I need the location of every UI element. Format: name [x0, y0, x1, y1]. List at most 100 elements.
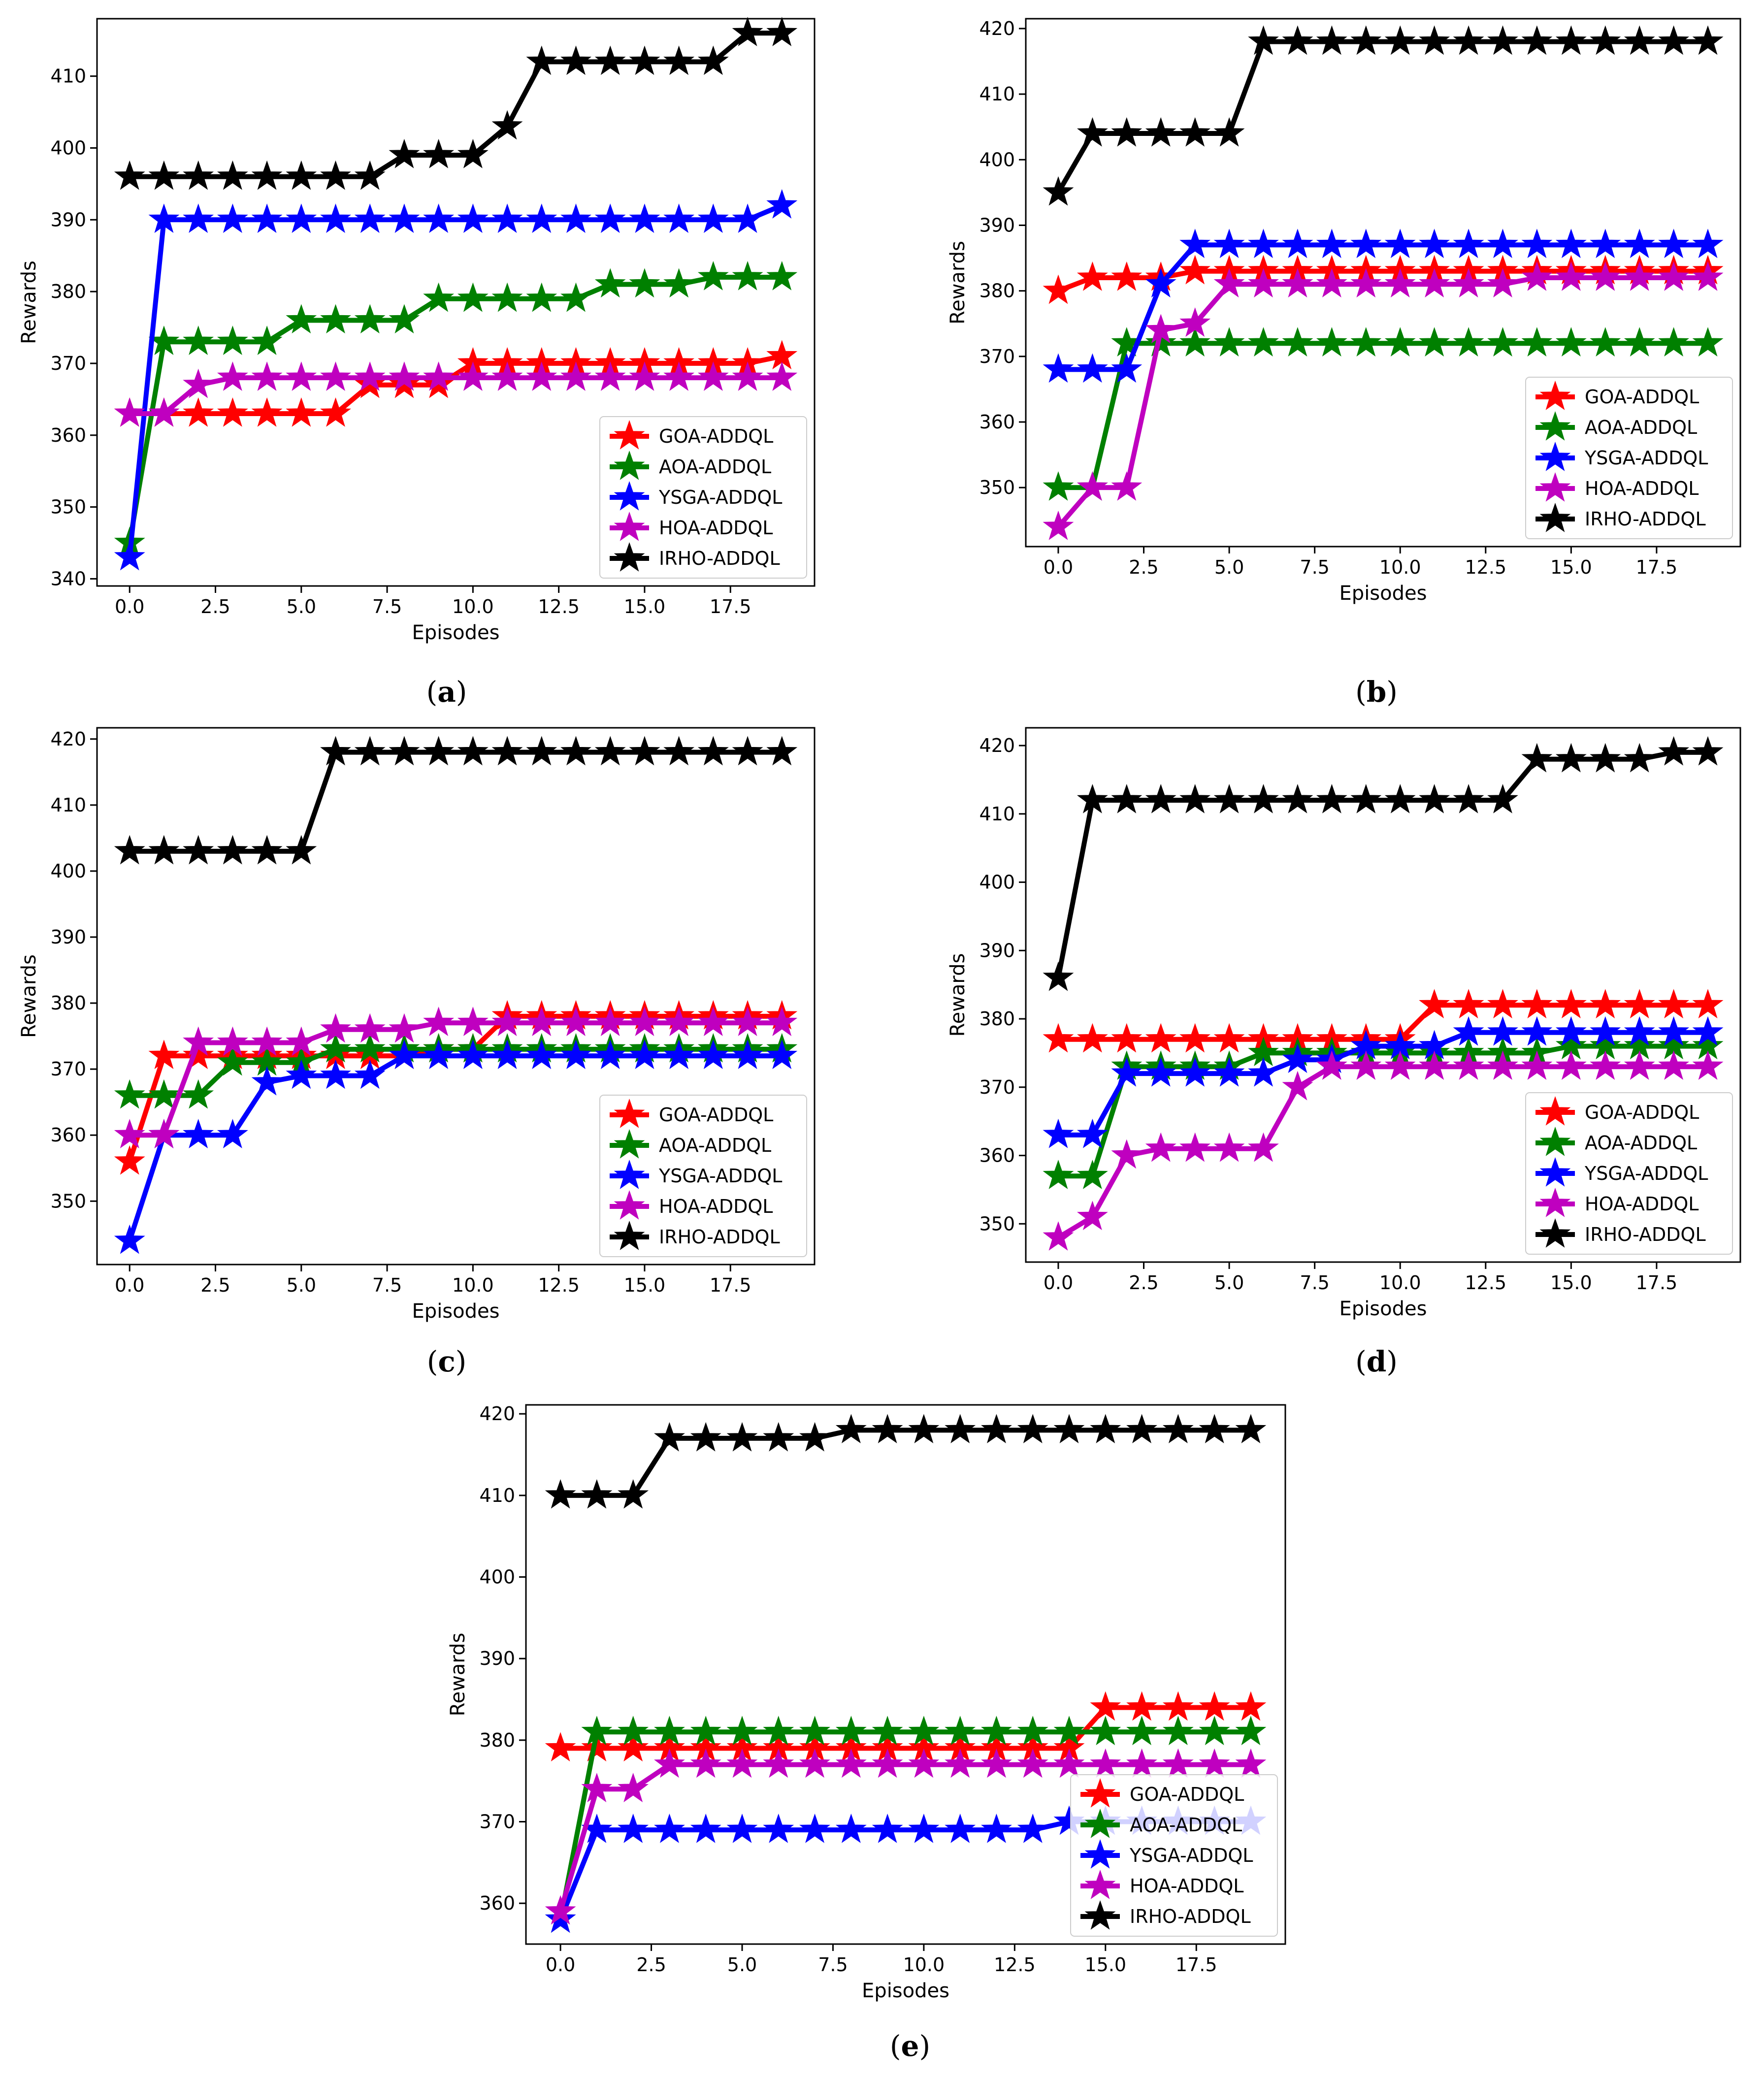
- series-irho-addql: [114, 736, 798, 865]
- data-point-marker: [423, 139, 455, 168]
- data-point-marker: [835, 1814, 867, 1843]
- x-tick-label: 2.5: [200, 1274, 230, 1296]
- data-point-marker: [1350, 784, 1382, 813]
- data-point-marker: [1090, 1691, 1121, 1721]
- data-point-marker: [1350, 327, 1382, 357]
- data-point-marker: [1555, 327, 1587, 357]
- panel-caption: (b): [1355, 675, 1398, 709]
- data-point-marker: [423, 203, 455, 233]
- data-point-marker: [1624, 743, 1655, 773]
- data-point-marker: [1555, 261, 1587, 291]
- data-point-marker: [1248, 268, 1279, 298]
- data-point-marker: [526, 203, 557, 233]
- data-point-marker: [1350, 268, 1382, 298]
- data-point-marker: [763, 1748, 794, 1778]
- y-tick-label: 360: [979, 1145, 1015, 1167]
- data-point-marker: [1555, 743, 1587, 773]
- data-point-marker: [763, 1422, 794, 1452]
- data-point-marker: [1235, 1691, 1267, 1721]
- data-point-marker: [1053, 1716, 1085, 1746]
- x-tick-label: 2.5: [1129, 1272, 1158, 1294]
- data-point-marker: [545, 1479, 576, 1509]
- data-point-marker: [726, 1748, 758, 1778]
- data-point-marker: [1521, 261, 1553, 291]
- data-point-marker: [1521, 743, 1553, 773]
- x-tick-label: 7.5: [818, 1954, 848, 1976]
- data-point-marker: [217, 325, 248, 355]
- x-tick-label: 17.5: [1636, 1272, 1678, 1294]
- data-point-marker: [1213, 1057, 1245, 1087]
- y-axis-label: Rewards: [447, 1633, 469, 1717]
- data-point-marker: [1213, 268, 1245, 298]
- data-point-marker: [1521, 1016, 1553, 1046]
- data-point-marker: [1350, 25, 1382, 55]
- legend-marker: [614, 420, 645, 450]
- data-point-marker: [732, 1007, 763, 1037]
- panel-caption: (a): [426, 675, 467, 709]
- data-point-marker: [690, 1748, 721, 1778]
- data-point-marker: [389, 203, 420, 233]
- data-point-marker: [981, 1716, 1012, 1746]
- data-point-marker: [1624, 228, 1655, 259]
- data-point-marker: [1453, 228, 1484, 259]
- data-point-marker: [1126, 1414, 1157, 1444]
- data-point-marker: [1145, 1132, 1176, 1162]
- data-point-marker: [629, 45, 660, 75]
- data-point-marker: [1077, 471, 1108, 501]
- data-point-marker: [1658, 1050, 1690, 1080]
- data-point-marker: [697, 1007, 729, 1037]
- data-point-marker: [1419, 1050, 1450, 1080]
- data-point-marker: [1090, 1716, 1121, 1746]
- x-axis-label: Episodes: [412, 1300, 500, 1323]
- data-point-marker: [320, 361, 351, 391]
- x-tick-label: 15.0: [1550, 1272, 1592, 1294]
- data-point-marker: [491, 110, 523, 140]
- data-point-marker: [1453, 989, 1484, 1019]
- data-point-marker: [1590, 1016, 1621, 1046]
- data-point-marker: [1145, 1023, 1176, 1053]
- data-point-marker: [1692, 228, 1724, 259]
- data-point-marker: [1282, 1043, 1313, 1073]
- data-point-marker: [1350, 1050, 1382, 1080]
- data-point-marker: [654, 1716, 685, 1746]
- x-tick-label: 7.5: [372, 596, 402, 617]
- legend-label: YSGA-ADDQL: [658, 487, 782, 508]
- legend: GOA-ADDQL AOA-ADDQL YSGA-ADDQL HOA-ADDQL IRH…: [599, 1095, 807, 1257]
- data-point-marker: [1590, 743, 1621, 773]
- x-tick-label: 5.0: [1214, 556, 1244, 578]
- data-point-marker: [457, 203, 489, 233]
- data-point-marker: [945, 1414, 976, 1444]
- data-point-marker: [629, 1040, 660, 1070]
- data-point-marker: [1145, 268, 1176, 298]
- legend-marker: [1084, 1778, 1116, 1808]
- y-tick-label: 410: [979, 83, 1015, 105]
- data-point-marker: [872, 1748, 903, 1778]
- data-point-marker: [726, 1716, 758, 1746]
- data-point-marker: [114, 1145, 145, 1175]
- data-point-marker: [114, 160, 145, 190]
- data-point-marker: [1316, 25, 1347, 55]
- data-point-marker: [491, 282, 523, 312]
- data-point-marker: [1179, 784, 1211, 813]
- data-point-marker: [763, 1716, 794, 1746]
- data-point-marker: [1453, 25, 1484, 55]
- data-point-marker: [1043, 1118, 1074, 1148]
- legend-marker: [1084, 1808, 1116, 1838]
- data-point-marker: [835, 1748, 867, 1778]
- data-point-marker: [1017, 1748, 1048, 1778]
- data-point-marker: [799, 1716, 830, 1746]
- data-point-marker: [1162, 1716, 1194, 1746]
- x-tick-label: 2.5: [1129, 556, 1158, 578]
- data-point-marker: [423, 282, 455, 312]
- data-point-marker: [560, 1007, 591, 1037]
- data-point-marker: [286, 835, 317, 865]
- data-point-marker: [251, 203, 283, 233]
- data-point-marker: [1521, 327, 1553, 357]
- data-point-marker: [320, 203, 351, 233]
- y-tick-label: 370: [479, 1811, 515, 1833]
- data-point-marker: [1282, 268, 1313, 298]
- series-hoa-addql: [545, 1748, 1267, 1925]
- data-point-marker: [251, 1026, 283, 1056]
- data-point-marker: [1199, 1414, 1230, 1444]
- x-tick-label: 12.5: [538, 596, 580, 617]
